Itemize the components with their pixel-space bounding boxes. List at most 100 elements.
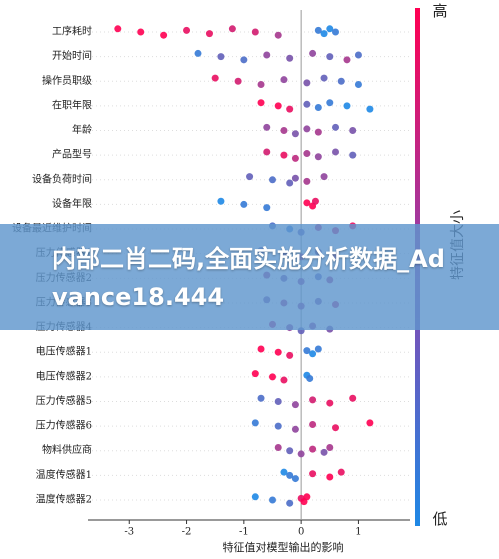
shap-point (314, 128, 322, 136)
shap-point (240, 56, 248, 64)
colorbar-high: 高 (432, 2, 447, 20)
shap-point (343, 102, 351, 110)
shap-point (251, 493, 259, 501)
x-tick-label: -2 (182, 527, 192, 538)
shap-point (246, 173, 254, 181)
shap-point (291, 130, 299, 138)
shap-point (280, 76, 288, 84)
shap-point (160, 31, 168, 39)
colorbar-low: 低 (432, 510, 447, 528)
shap-point (257, 394, 265, 402)
shap-point (234, 77, 242, 85)
shap-point (309, 396, 317, 404)
y-tick-label: 工序耗时 (52, 25, 92, 38)
shap-point (217, 197, 225, 205)
shap-point (257, 345, 265, 353)
shap-point (274, 31, 282, 39)
shap-point (257, 80, 265, 88)
shap-point (137, 28, 145, 36)
shap-point (326, 99, 334, 107)
shap-point (343, 56, 351, 64)
shap-point (274, 102, 282, 110)
x-tick-label: 0 (298, 527, 304, 538)
shap-point (291, 425, 299, 433)
x-tick-label: -3 (124, 527, 134, 538)
shap-point (326, 25, 334, 33)
shap-point (286, 471, 294, 479)
shap-point (228, 25, 236, 33)
shap-point (217, 53, 225, 61)
shap-point (291, 154, 299, 162)
shap-point (286, 105, 294, 113)
shap-point (268, 496, 276, 504)
shap-point (274, 444, 282, 452)
shap-point (263, 148, 271, 156)
y-tick-label: 物料供应商 (42, 443, 92, 456)
shap-point (251, 419, 259, 427)
shap-point (263, 204, 271, 212)
shap-point (274, 422, 282, 430)
shap-point (268, 373, 276, 381)
shap-point (291, 174, 299, 182)
shap-point (303, 150, 311, 158)
shap-point (280, 468, 288, 476)
shap-point (326, 53, 334, 61)
shap-point (314, 103, 322, 111)
shap-point (309, 49, 317, 57)
shap-point (274, 348, 282, 356)
y-tick-label: 产品型号 (52, 148, 92, 161)
y-tick-label: 压力传感器5 (36, 394, 92, 407)
shap-point (286, 499, 294, 507)
shap-point (320, 173, 328, 181)
shap-point (240, 200, 248, 208)
shap-point (332, 28, 340, 36)
shap-point (280, 151, 288, 159)
y-tick-label: 温度传感器2 (36, 493, 92, 506)
shap-point (320, 448, 328, 456)
y-tick-label: 电压传感器2 (36, 369, 92, 382)
shap-point (257, 99, 265, 107)
shap-point (183, 26, 191, 34)
shap-point (297, 450, 305, 458)
shap-point (280, 127, 288, 135)
shap-point (251, 370, 259, 378)
shap-point (332, 148, 340, 156)
shap-point (326, 473, 334, 481)
shap-point (303, 347, 311, 355)
shap-point (314, 345, 322, 353)
shap-point (205, 30, 213, 38)
shap-point (354, 80, 362, 88)
x-axis-label: 特征值对模型输出的影响 (223, 540, 344, 554)
shap-point (337, 468, 345, 476)
shap-point (349, 127, 357, 135)
shap-point (337, 77, 345, 85)
shap-point (326, 399, 334, 407)
shap-point (366, 419, 374, 427)
shap-point (332, 424, 340, 432)
shap-point (263, 123, 271, 131)
shap-point (354, 51, 362, 59)
shap-point (366, 105, 374, 113)
shap-point (251, 28, 259, 36)
shap-point (274, 397, 282, 405)
y-tick-label: 操作员职级 (42, 74, 92, 87)
shap-point (303, 100, 311, 108)
shap-point (314, 153, 322, 161)
overlay-banner: 内部二肖二码,全面实施分析数据_Advance18.444 (0, 224, 499, 330)
shap-point (268, 176, 276, 184)
y-tick-label: 压力传感器6 (36, 419, 92, 432)
shap-point (303, 493, 311, 501)
shap-point (286, 351, 294, 359)
shap-point (303, 177, 311, 185)
shap-point (291, 401, 299, 409)
shap-point (309, 421, 317, 429)
shap-point (303, 199, 311, 207)
shap-point (114, 25, 122, 33)
shap-point (314, 26, 322, 34)
x-tick-label: -1 (239, 527, 249, 538)
shap-point (303, 125, 311, 133)
y-tick-label: 开始时间 (52, 49, 92, 62)
shap-point (309, 445, 317, 453)
shap-point (320, 30, 328, 38)
shap-point (349, 151, 357, 159)
